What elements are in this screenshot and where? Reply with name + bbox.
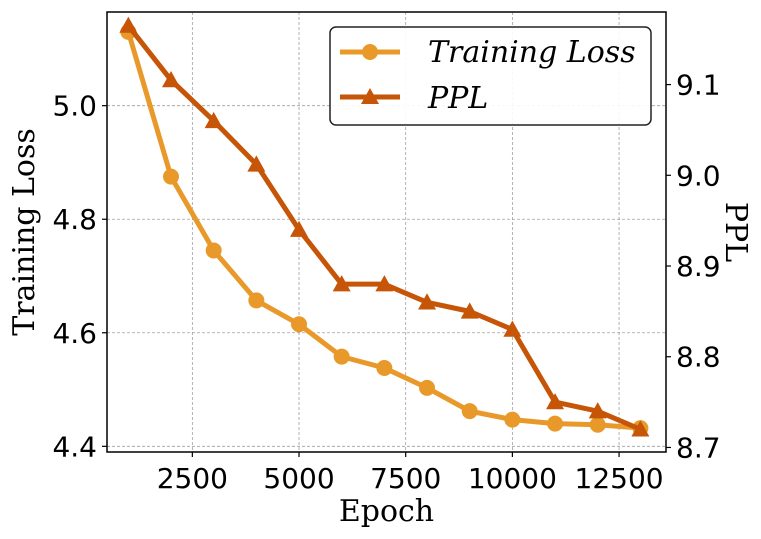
legend-marker-ppl: [361, 88, 379, 104]
y-left-tick-label-2: 4.8: [52, 203, 97, 236]
y-axis-left-label: Training Loss: [7, 128, 42, 336]
x-tick-label-4: 12500: [575, 462, 664, 495]
y-right-tick-label-3: 9.0: [676, 159, 721, 192]
data-point-training-loss-11: [589, 416, 606, 433]
ticks: 2500 5000 7500 10000 12500 4.4 4.6 4.8 5.0 8.7 8.8…: [52, 69, 720, 495]
y-right-tick-label-4: 9.1: [676, 69, 721, 102]
y-left-tick-label-0: 4.4: [52, 430, 97, 463]
legend-label-ppl: PPL: [427, 81, 488, 116]
data-point-ppl-2: [204, 111, 223, 129]
data-point-ppl-11: [588, 402, 607, 419]
y-axis-right-label: PPL: [718, 202, 753, 262]
data-point-ppl-0: [119, 16, 138, 33]
data-point-training-loss-8: [461, 403, 478, 420]
data-point-ppl-9: [503, 320, 522, 337]
legend-label-training-loss: Training Loss: [428, 35, 636, 70]
y-left-tick-label-3: 5.0: [52, 90, 97, 123]
plot-frame: [106, 11, 667, 453]
legend-box: [329, 26, 652, 126]
y-right-tick-label-0: 8.7: [676, 431, 721, 464]
data-point-ppl-1: [162, 71, 181, 88]
x-tick-label-2: 7500: [370, 462, 441, 495]
data-point-training-loss-2: [205, 242, 222, 259]
x-tick-label-1: 5000: [263, 462, 334, 495]
data-point-ppl-6: [375, 275, 394, 292]
data-point-training-loss-6: [376, 359, 393, 376]
data-point-training-loss-9: [504, 411, 521, 428]
y-right-tick-label-2: 8.9: [676, 250, 721, 283]
data-point-training-loss-3: [248, 292, 265, 309]
data-point-ppl-7: [418, 293, 437, 310]
data-point-ppl-3: [247, 155, 266, 172]
x-tick-label-0: 2500: [157, 462, 228, 495]
data-point-training-loss-5: [333, 348, 350, 365]
data-point-training-loss-1: [163, 168, 180, 185]
data-point-ppl-10: [546, 393, 565, 410]
data-point-training-loss-7: [419, 379, 436, 396]
data-point-ppl-5: [332, 275, 351, 292]
data-point-training-loss-10: [547, 415, 564, 432]
x-tick-label-3: 10000: [468, 462, 557, 495]
y-right-tick-label-1: 8.8: [676, 341, 721, 374]
data-point-ppl-8: [460, 302, 479, 319]
data-point-ppl-12: [631, 420, 650, 437]
legend-marker-training-loss: [362, 44, 378, 60]
y-left-tick-label-1: 4.6: [52, 317, 97, 350]
series-layer: [119, 16, 650, 437]
data-point-ppl-4: [290, 220, 309, 237]
x-axis-label: Epoch: [339, 494, 434, 529]
data-point-training-loss-4: [291, 316, 308, 333]
legend: Training Loss PPL: [329, 26, 652, 126]
